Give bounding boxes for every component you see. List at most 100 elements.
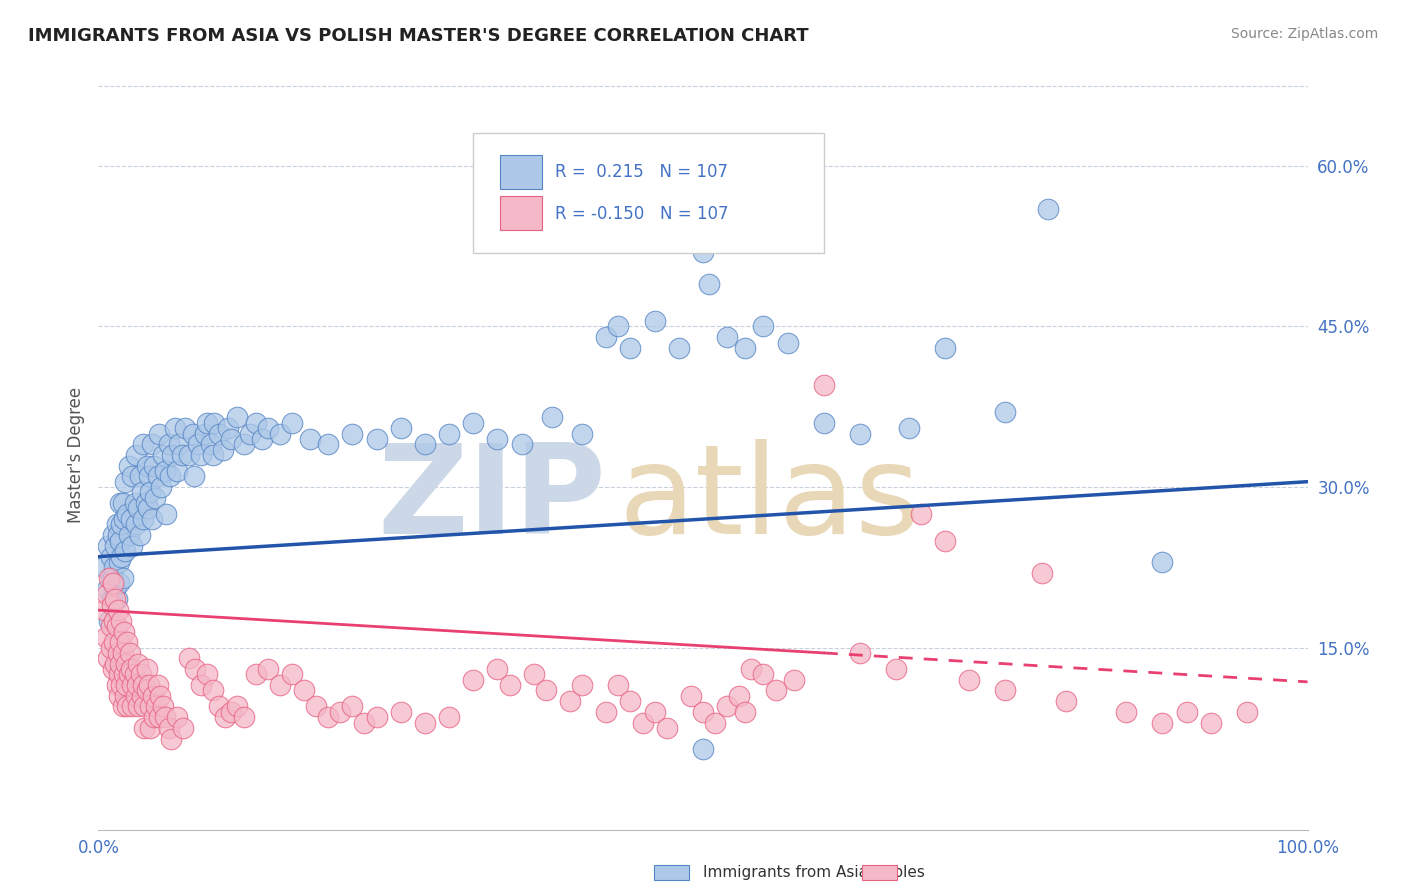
- Point: [305, 699, 328, 714]
- Point: [692, 705, 714, 719]
- Point: [184, 662, 207, 676]
- Point: [644, 314, 666, 328]
- Point: [437, 710, 460, 724]
- Point: [148, 426, 170, 441]
- Text: Immigrants from Asia: Immigrants from Asia: [703, 865, 868, 880]
- Point: [342, 699, 364, 714]
- Point: [94, 630, 117, 644]
- Point: [114, 689, 136, 703]
- Point: [160, 731, 183, 746]
- Point: [104, 592, 127, 607]
- Point: [131, 485, 153, 500]
- Point: [101, 571, 124, 585]
- Point: [114, 544, 136, 558]
- Point: [96, 587, 118, 601]
- Point: [100, 592, 122, 607]
- Point: [110, 549, 132, 564]
- Point: [103, 635, 125, 649]
- Point: [150, 480, 173, 494]
- Point: [994, 405, 1017, 419]
- Point: [232, 710, 254, 724]
- Point: [103, 560, 125, 574]
- Point: [141, 437, 163, 451]
- Text: IMMIGRANTS FROM ASIA VS POLISH MASTER'S DEGREE CORRELATION CHART: IMMIGRANTS FROM ASIA VS POLISH MASTER'S …: [28, 27, 808, 45]
- Point: [146, 469, 169, 483]
- Point: [107, 603, 129, 617]
- Point: [115, 657, 138, 671]
- Point: [111, 646, 134, 660]
- Point: [100, 619, 122, 633]
- Point: [256, 421, 278, 435]
- Point: [157, 721, 180, 735]
- Point: [117, 699, 139, 714]
- Point: [143, 458, 166, 473]
- Point: [776, 335, 799, 350]
- Point: [957, 673, 980, 687]
- Point: [498, 678, 520, 692]
- Point: [813, 378, 835, 392]
- Point: [132, 437, 155, 451]
- Point: [118, 458, 141, 473]
- Point: [571, 678, 593, 692]
- Point: [174, 421, 197, 435]
- Point: [1175, 705, 1198, 719]
- Point: [139, 721, 162, 735]
- Point: [195, 667, 218, 681]
- Point: [897, 421, 920, 435]
- Point: [607, 319, 630, 334]
- Point: [103, 614, 125, 628]
- Point: [1115, 705, 1137, 719]
- Point: [101, 662, 124, 676]
- Point: [120, 512, 142, 526]
- Point: [105, 678, 128, 692]
- Point: [463, 416, 485, 430]
- Point: [934, 341, 956, 355]
- Point: [910, 507, 932, 521]
- Text: atlas: atlas: [619, 440, 921, 560]
- Point: [366, 710, 388, 724]
- Point: [118, 667, 141, 681]
- Point: [353, 715, 375, 730]
- Point: [117, 635, 139, 649]
- Text: Source: ZipAtlas.com: Source: ZipAtlas.com: [1230, 27, 1378, 41]
- Point: [108, 635, 131, 649]
- Point: [121, 469, 143, 483]
- Point: [135, 662, 157, 676]
- Point: [163, 421, 186, 435]
- Point: [142, 689, 165, 703]
- Point: [644, 705, 666, 719]
- Point: [105, 592, 128, 607]
- Point: [413, 715, 436, 730]
- Point: [292, 683, 315, 698]
- Point: [214, 710, 236, 724]
- Point: [120, 662, 142, 676]
- Point: [269, 426, 291, 441]
- Point: [108, 657, 131, 671]
- Point: [117, 507, 139, 521]
- Point: [316, 710, 339, 724]
- Point: [486, 662, 509, 676]
- Point: [112, 624, 135, 639]
- FancyBboxPatch shape: [501, 155, 543, 189]
- Point: [108, 576, 131, 591]
- Point: [595, 330, 617, 344]
- Point: [619, 694, 641, 708]
- Point: [125, 689, 148, 703]
- Point: [111, 699, 134, 714]
- Point: [121, 699, 143, 714]
- Point: [125, 517, 148, 532]
- Point: [170, 448, 193, 462]
- Point: [139, 485, 162, 500]
- Point: [1152, 555, 1174, 569]
- Point: [571, 426, 593, 441]
- Point: [607, 678, 630, 692]
- Point: [98, 614, 121, 628]
- Text: Poles: Poles: [886, 865, 925, 880]
- Point: [813, 416, 835, 430]
- Point: [190, 448, 212, 462]
- Point: [704, 715, 727, 730]
- Point: [135, 496, 157, 510]
- Point: [112, 667, 135, 681]
- Point: [111, 496, 134, 510]
- Point: [111, 571, 134, 585]
